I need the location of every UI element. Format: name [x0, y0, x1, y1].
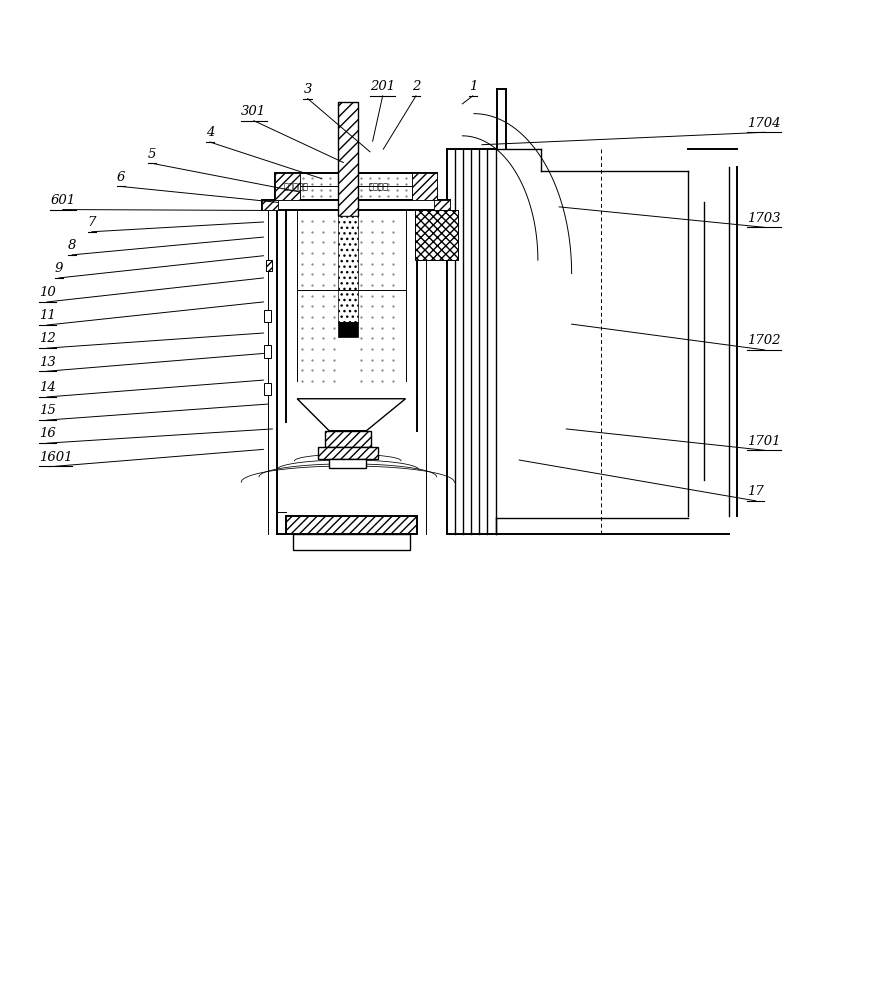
Bar — [324, 431, 371, 447]
Text: 6: 6 — [117, 171, 126, 184]
Polygon shape — [275, 173, 300, 200]
Text: 11: 11 — [38, 309, 55, 322]
Text: 12: 12 — [38, 332, 55, 345]
Text: 9: 9 — [54, 262, 63, 275]
Bar — [262, 200, 450, 210]
Text: 1702: 1702 — [748, 334, 781, 347]
Bar — [265, 383, 272, 395]
Polygon shape — [262, 200, 278, 210]
Bar — [265, 345, 272, 358]
Text: 15: 15 — [38, 404, 55, 417]
Text: 16: 16 — [38, 427, 55, 440]
Text: 13: 13 — [38, 356, 55, 369]
Polygon shape — [298, 399, 405, 431]
Text: 3: 3 — [303, 83, 312, 96]
Bar — [293, 534, 410, 550]
Bar — [265, 310, 272, 322]
Polygon shape — [412, 173, 437, 200]
Text: 2: 2 — [412, 80, 421, 93]
Bar — [338, 322, 357, 337]
Bar — [286, 516, 417, 534]
Text: 7: 7 — [87, 216, 96, 229]
Text: 液氮注入口: 液氮注入口 — [284, 182, 309, 191]
Text: 1704: 1704 — [748, 117, 781, 130]
Text: 1703: 1703 — [748, 212, 781, 225]
Bar — [329, 459, 366, 468]
Bar — [338, 216, 357, 322]
Text: 601: 601 — [50, 194, 76, 207]
Text: 4: 4 — [206, 126, 214, 139]
Polygon shape — [415, 210, 458, 260]
Text: 17: 17 — [748, 485, 764, 498]
Bar — [275, 173, 437, 200]
Text: 10: 10 — [38, 286, 55, 299]
Text: 1601: 1601 — [38, 451, 72, 464]
Text: 5: 5 — [148, 148, 156, 161]
Polygon shape — [434, 200, 450, 210]
Bar — [338, 102, 357, 216]
Text: 氮气出口: 氮气出口 — [368, 182, 388, 191]
Text: 14: 14 — [38, 381, 55, 394]
Text: 1701: 1701 — [748, 435, 781, 448]
Bar — [266, 260, 273, 271]
Text: 301: 301 — [241, 105, 266, 118]
Text: 201: 201 — [370, 80, 395, 93]
Text: 1: 1 — [469, 80, 477, 93]
Bar — [317, 447, 378, 459]
Text: 8: 8 — [68, 239, 77, 252]
